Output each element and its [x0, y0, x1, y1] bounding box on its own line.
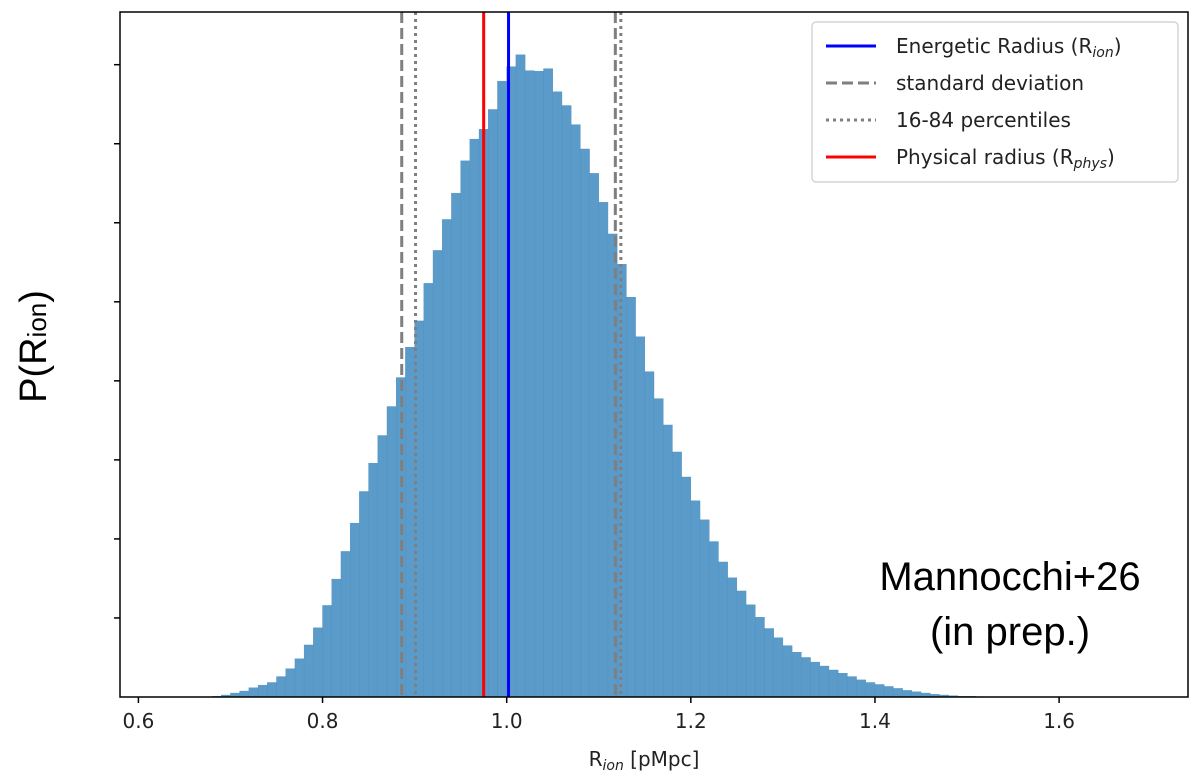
histogram-bar — [386, 406, 397, 698]
legend: Energetic Radius (Rion) standard deviatio… — [811, 21, 1179, 183]
legend-label: Physical radius (Rphys) — [896, 145, 1115, 172]
histogram-bar — [257, 684, 268, 698]
x-tick-label: 1.2 — [675, 709, 707, 733]
histogram-bar — [331, 578, 342, 698]
histogram-bar — [764, 628, 774, 698]
histogram-bar — [248, 687, 259, 698]
histogram-bar — [589, 173, 599, 698]
histogram-bar — [883, 686, 894, 698]
histogram-bar — [267, 682, 277, 698]
histogram-bar — [368, 462, 378, 698]
x-tick-label: 0.6 — [123, 709, 155, 733]
histogram-bar — [847, 676, 857, 698]
histogram-bar — [745, 604, 756, 698]
x-axis-label-main: R — [589, 747, 603, 771]
histogram-bar — [653, 398, 664, 698]
x-axis-label-tail: [pMpc] — [624, 747, 700, 771]
histogram-bar — [856, 679, 866, 698]
histogram-bar — [911, 691, 922, 698]
histogram-bar — [773, 637, 784, 698]
histogram-bar — [534, 71, 544, 698]
histogram-bar — [755, 617, 765, 698]
legend-box — [811, 21, 1179, 183]
histogram-bar — [718, 561, 728, 698]
histogram-bar — [699, 519, 710, 698]
histogram-bar — [396, 377, 406, 698]
histogram-bar — [497, 80, 507, 698]
histogram-bar — [874, 684, 885, 698]
histogram-bar — [313, 627, 323, 698]
histogram-bar — [294, 658, 305, 698]
annotation-line-2: (in prep.) — [930, 610, 1090, 654]
histogram-bar — [580, 148, 590, 698]
histogram-bar — [460, 160, 471, 698]
histogram-bar — [524, 70, 535, 698]
histogram-bar — [442, 219, 452, 698]
x-tick-label: 1.6 — [1043, 709, 1075, 733]
histogram-bar — [672, 451, 682, 698]
histogram-bar — [736, 590, 747, 698]
histogram-bar — [681, 476, 692, 698]
histogram-bar — [801, 657, 811, 698]
histogram-bar — [239, 690, 250, 698]
x-tick-label: 1.4 — [859, 709, 891, 733]
histogram-bar — [423, 283, 434, 698]
histogram-bar — [791, 652, 802, 698]
x-axis-ticks: 0.6 0.8 1.0 1.2 1.4 1.6 — [123, 697, 1075, 733]
histogram-bar — [598, 202, 609, 698]
histogram-bar — [276, 676, 286, 698]
reference-lines — [400, 12, 623, 697]
x-tick-label: 1.0 — [491, 709, 523, 733]
histogram-bar — [902, 690, 912, 698]
histogram-bar — [690, 500, 701, 698]
histogram-bar — [515, 54, 526, 698]
histogram-bar — [893, 688, 903, 698]
legend-label: standard deviation — [896, 71, 1084, 95]
x-tick-label: 0.8 — [307, 709, 339, 733]
x-axis-label: Rion [pMpc] — [589, 747, 700, 774]
histogram-bar — [405, 347, 415, 698]
y-axis-label-main: P(R — [13, 337, 55, 402]
histogram-bar — [543, 68, 553, 698]
histogram-bar — [451, 192, 461, 698]
histogram-bar — [340, 551, 351, 698]
histogram-bar — [303, 644, 314, 698]
histogram-bar — [810, 661, 820, 698]
histogram-bar — [322, 605, 332, 698]
citation-annotation: Mannocchi+26 (in prep.) — [879, 555, 1140, 654]
histogram-bar — [552, 91, 563, 698]
histogram-bar — [570, 124, 581, 698]
plot-frame — [119, 11, 1189, 698]
histogram-bar — [377, 435, 388, 698]
histogram-bar — [469, 138, 480, 698]
histogram-bar — [782, 645, 793, 698]
histogram-bar — [626, 296, 636, 698]
histogram-bar — [644, 371, 655, 698]
histogram-bar — [828, 669, 839, 698]
histogram-bar — [663, 424, 673, 698]
histogram-bar — [635, 336, 645, 698]
y-axis-label-tail: ) — [13, 290, 55, 303]
histogram-bar — [819, 665, 830, 698]
histogram-bar — [432, 250, 443, 698]
histogram-bar — [727, 577, 738, 698]
histogram-bars — [211, 54, 986, 698]
histogram-bar — [865, 682, 876, 698]
histogram-bar — [285, 668, 296, 698]
legend-label: Energetic Radius (Rion) — [896, 34, 1122, 61]
histogram-bar — [349, 522, 360, 698]
histogram-bar — [488, 109, 498, 698]
annotation-line-1: Mannocchi+26 — [879, 555, 1140, 599]
legend-label: 16-84 percentiles — [896, 108, 1071, 132]
histogram-bar — [709, 541, 719, 698]
histogram-bar — [837, 673, 848, 698]
y-axis-label: P(Rion) — [13, 290, 55, 403]
y-axis-ticks — [114, 63, 120, 619]
histogram-bar — [359, 491, 369, 698]
histogram-bar — [561, 105, 572, 698]
x-axis-label-sub: ion — [602, 758, 623, 774]
y-axis-label-sub: ion — [22, 303, 52, 338]
